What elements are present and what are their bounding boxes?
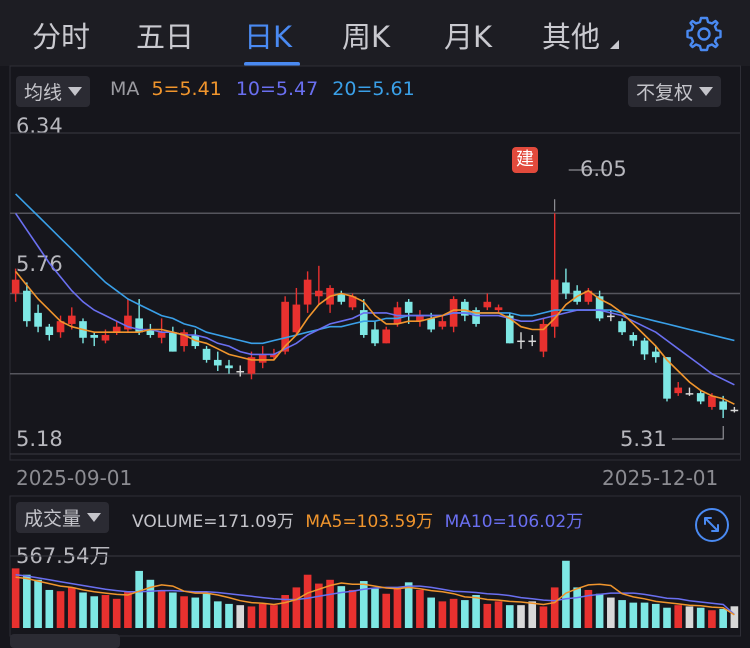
tab-weekly-k[interactable]: 周K	[342, 20, 391, 54]
next-panel-selector[interactable]	[10, 634, 120, 648]
volume-selector-dropdown[interactable]: 成交量	[16, 502, 110, 533]
active-tab-indicator	[244, 62, 300, 66]
date-end: 2025-12-01	[602, 466, 719, 490]
volume-ma5-value: MA5=103.59万	[305, 512, 434, 532]
price-axis-top: 6.34	[16, 114, 63, 138]
ma-legend-prefix: MA	[110, 78, 140, 100]
volume-axis-top: 567.54万	[16, 544, 111, 568]
ma-legend: MA 5=5.41 10=5.47 20=5.61	[110, 78, 415, 100]
price-axis-mid: 5.76	[16, 252, 63, 276]
ma-selector-dropdown[interactable]: 均线	[16, 76, 91, 107]
ma5-legend: 5=5.41	[151, 78, 222, 100]
ma20-legend: 20=5.61	[332, 78, 415, 100]
volume-legend: VOLUME=171.09万 MA5=103.59万 MA10=106.02万	[132, 507, 583, 532]
ma10-legend: 10=5.47	[235, 78, 319, 100]
gear-icon[interactable]	[684, 14, 724, 54]
expand-arrows-icon[interactable]	[692, 505, 732, 545]
period-tab-bar: 分时 五日 日K 周K 月K 其他	[0, 0, 750, 66]
adjust-selector-dropdown[interactable]: 不复权	[628, 76, 722, 107]
date-start: 2025-09-01	[16, 466, 133, 490]
more-triangle-icon	[610, 40, 619, 49]
ma-selector-label: 均线	[24, 82, 63, 104]
low-marker-value: 5.31	[620, 427, 667, 451]
adjust-selector-label: 不复权	[636, 82, 694, 104]
caret-down-icon	[68, 87, 83, 96]
tab-intraday[interactable]: 分时	[32, 20, 91, 54]
high-marker-value: 6.05	[580, 157, 627, 181]
high-marker-badge: 建	[512, 147, 538, 173]
caret-down-icon	[699, 87, 714, 96]
kline-chart-area	[0, 66, 750, 644]
tab-more[interactable]: 其他	[542, 20, 601, 54]
volume-selector-label: 成交量	[24, 508, 82, 530]
volume-ma10-value: MA10=106.02万	[444, 512, 584, 532]
price-axis-bottom: 5.18	[16, 427, 63, 451]
caret-down-icon	[87, 513, 102, 522]
tab-five-day[interactable]: 五日	[136, 20, 195, 54]
tab-daily-k[interactable]: 日K	[244, 20, 293, 54]
volume-value: VOLUME=171.09万	[132, 512, 294, 532]
tab-monthly-k[interactable]: 月K	[444, 20, 493, 54]
